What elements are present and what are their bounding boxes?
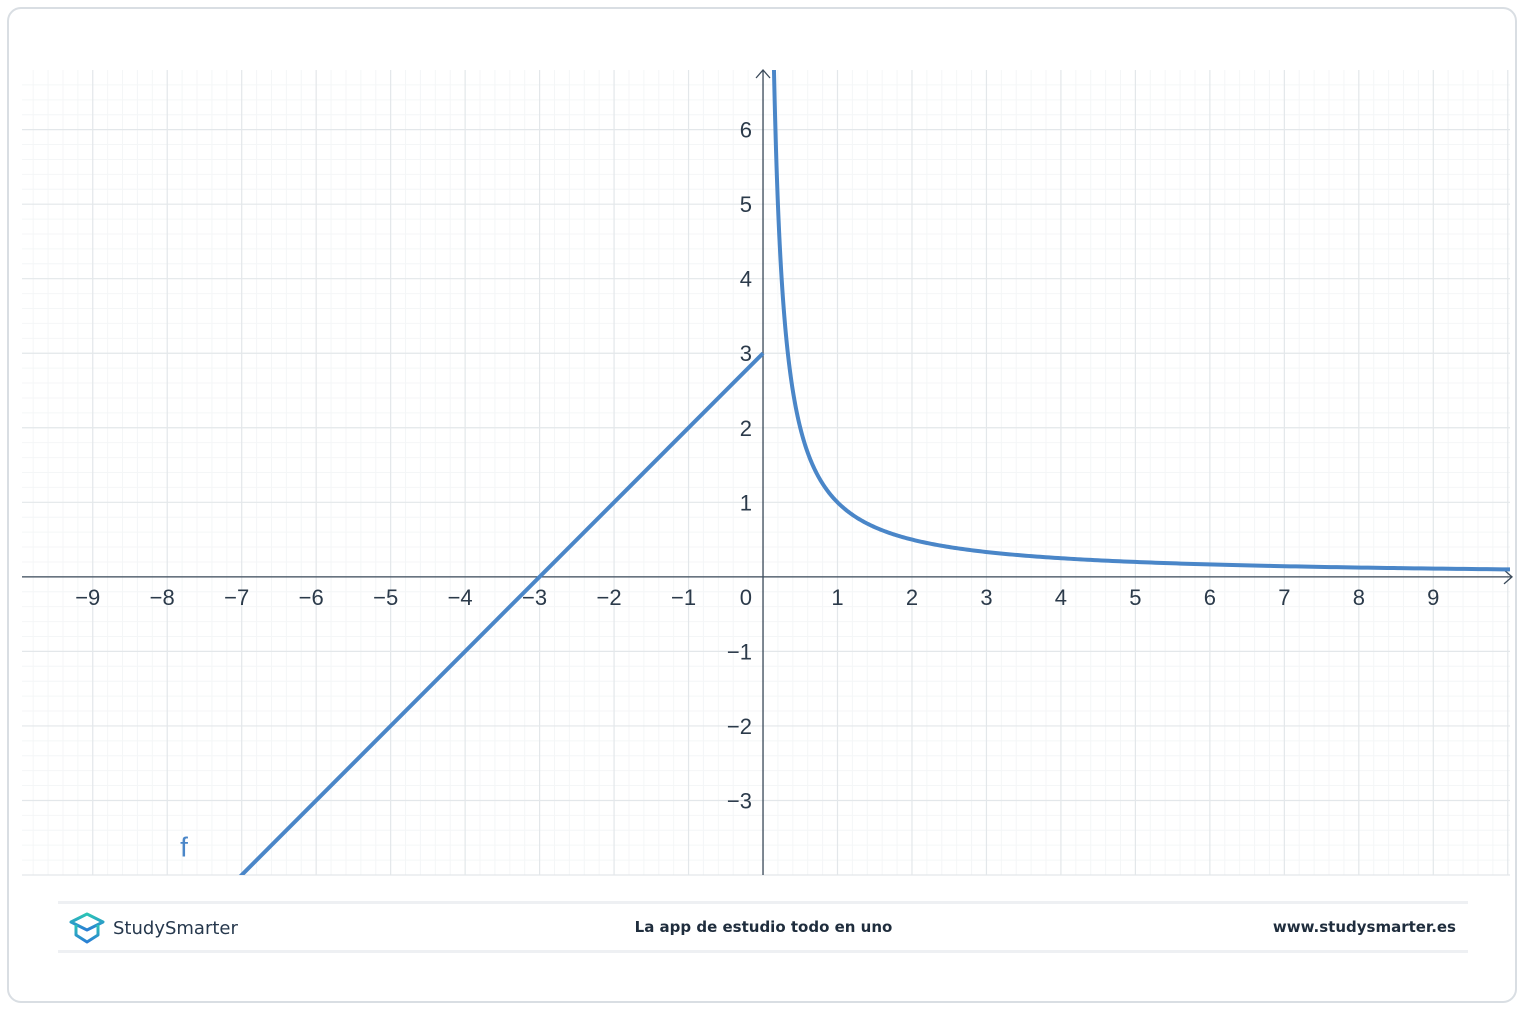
y-tick-label: 3 — [740, 341, 752, 366]
y-tick-label: 6 — [740, 118, 752, 143]
origin-label: 0 — [740, 585, 752, 610]
x-tick-label: 6 — [1204, 585, 1216, 610]
x-tick-label: −4 — [448, 585, 473, 610]
x-tick-label: −2 — [597, 585, 622, 610]
x-tick-label: 5 — [1129, 585, 1141, 610]
y-tick-label: −3 — [727, 788, 752, 813]
x-tick-label: −9 — [75, 585, 100, 610]
box-logo-icon — [69, 912, 105, 944]
x-tick-label: −5 — [373, 585, 398, 610]
x-tick-label: 3 — [980, 585, 992, 610]
x-tick-label: −7 — [224, 585, 249, 610]
footer-url[interactable]: www.studysmarter.es — [1272, 918, 1456, 936]
series-f-reciprocal-piece — [771, 70, 1510, 572]
x-tick-label: 9 — [1427, 585, 1439, 610]
x-tick-label: 7 — [1278, 585, 1290, 610]
brand-name: StudySmarter — [113, 917, 238, 939]
y-tick-label: 1 — [740, 490, 752, 515]
x-tick-label: −6 — [299, 585, 324, 610]
x-tick-label: 1 — [831, 585, 843, 610]
x-axis-arrow-icon — [1503, 569, 1513, 585]
series-label-f: f — [180, 832, 188, 863]
y-tick-label: −2 — [727, 714, 752, 739]
y-tick-label: 2 — [740, 416, 752, 441]
y-tick-label: 4 — [740, 267, 752, 292]
series-f-linear-piece — [238, 351, 765, 875]
y-tick-label: 5 — [740, 192, 752, 217]
x-tick-label: −8 — [150, 585, 175, 610]
x-tick-label: 8 — [1353, 585, 1365, 610]
studysmarter-logo: StudySmarter — [67, 911, 238, 945]
footer-tagline: La app de estudio todo en uno — [634, 918, 893, 936]
y-axis-arrow-icon — [755, 69, 771, 79]
card-frame — [7, 7, 1517, 1003]
footer-divider-bottom — [58, 950, 1468, 953]
footer-divider-top — [58, 901, 1468, 904]
x-tick-label: 2 — [906, 585, 918, 610]
x-tick-label: −1 — [671, 585, 696, 610]
x-tick-label: 4 — [1055, 585, 1067, 610]
y-tick-label: −1 — [727, 639, 752, 664]
